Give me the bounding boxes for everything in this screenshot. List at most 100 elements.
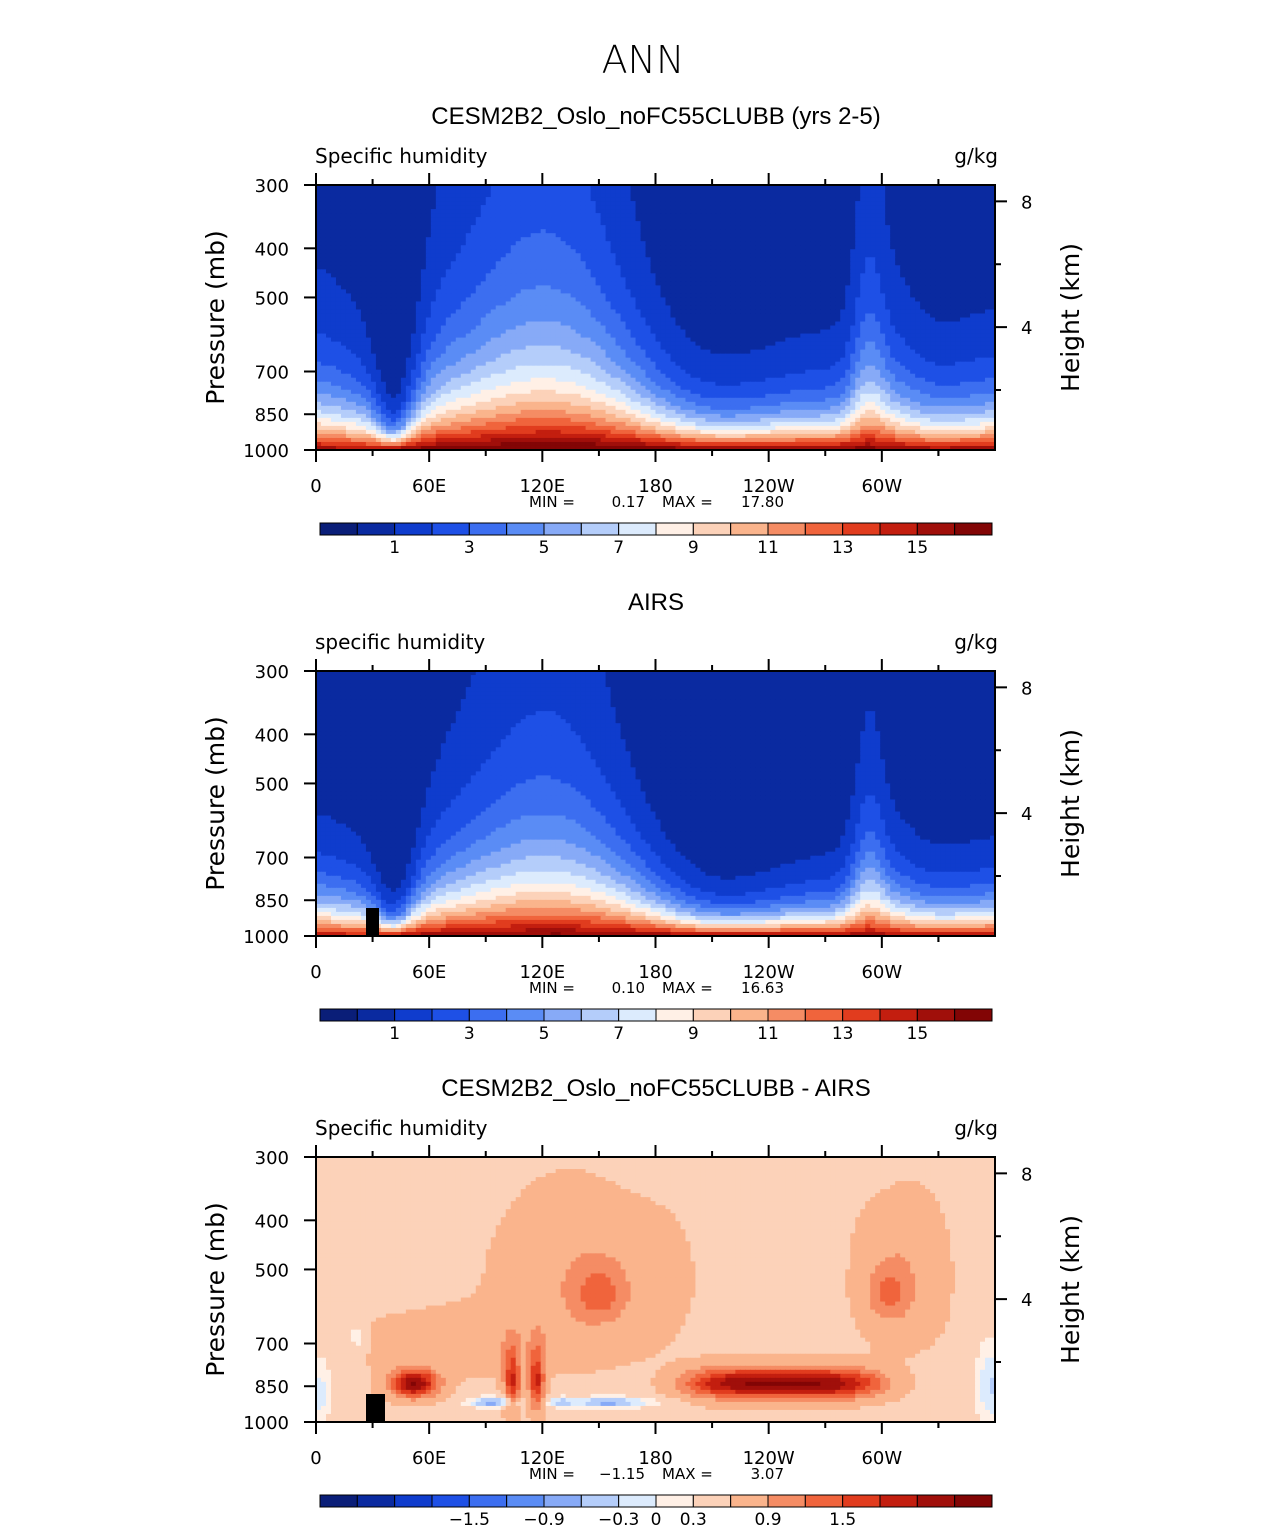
field-cell (705, 277, 711, 282)
field-cell (401, 253, 407, 258)
field-cell (865, 301, 871, 306)
field-cell (880, 225, 886, 230)
field-cell (571, 277, 577, 282)
field-cell (651, 301, 657, 306)
field-cell (720, 197, 726, 202)
field-cell (845, 277, 851, 282)
field-cell (476, 233, 482, 238)
field-cell (720, 229, 726, 234)
field-cell (725, 301, 731, 306)
field-cell (421, 289, 427, 294)
field-cell (785, 285, 791, 290)
field-cell (890, 269, 896, 274)
field-cell (885, 193, 891, 198)
field-cell (975, 269, 981, 274)
field-cell (571, 322, 577, 327)
field-cell (675, 245, 681, 250)
field-cell (521, 189, 527, 194)
field-cell (486, 289, 492, 294)
field-cell (860, 293, 866, 298)
field-cell (905, 253, 911, 258)
field-cell (401, 237, 407, 242)
field-cell (670, 197, 676, 202)
field-cell (885, 305, 891, 310)
field-cell (925, 273, 931, 278)
field-cell (720, 285, 726, 290)
field-cell (910, 277, 916, 282)
field-cell (970, 297, 976, 302)
field-cell (950, 217, 956, 222)
field-cell (670, 309, 676, 314)
field-cell (321, 313, 327, 318)
field-cell (536, 193, 542, 198)
field-cell (546, 201, 552, 206)
field-cell (391, 245, 397, 250)
field-cell (506, 277, 512, 282)
field-cell (386, 217, 392, 222)
field-cell (586, 221, 592, 226)
field-cell (780, 225, 786, 230)
field-cell (326, 213, 332, 218)
field-cell (551, 309, 557, 314)
field-cell (795, 281, 801, 286)
field-cell (715, 326, 721, 331)
field-cell (680, 213, 686, 218)
field-cell (461, 217, 467, 222)
field-cell (725, 326, 731, 331)
field-cell (780, 285, 786, 290)
field-cell (441, 213, 447, 218)
field-cell (546, 322, 552, 327)
field-cell (321, 233, 327, 238)
field-cell (556, 205, 562, 210)
field-cell (725, 285, 731, 290)
field-cell (825, 213, 831, 218)
field-cell (925, 313, 931, 318)
field-cell (675, 205, 681, 210)
field-cell (870, 253, 876, 258)
field-cell (476, 237, 482, 242)
field-cell (366, 217, 372, 222)
field-cell (376, 229, 382, 234)
field-cell (925, 237, 931, 242)
field-cell (371, 221, 377, 226)
field-cell (970, 326, 976, 331)
field-cell (341, 209, 347, 214)
field-cell (621, 297, 627, 302)
field-cell (401, 241, 407, 246)
field-cell (790, 189, 796, 194)
field-cell (536, 285, 542, 290)
field-cell (810, 237, 816, 242)
field-cell (875, 237, 881, 242)
field-cell (795, 209, 801, 214)
field-cell (566, 225, 572, 230)
field-cell (920, 197, 926, 202)
field-cell (790, 281, 796, 286)
field-cell (351, 189, 357, 194)
field-cell (481, 233, 487, 238)
field-cell (755, 318, 761, 323)
field-cell (935, 205, 941, 210)
field-cell (376, 249, 382, 254)
field-cell (820, 257, 826, 262)
field-cell (970, 293, 976, 298)
field-cell (401, 289, 407, 294)
field-cell (371, 277, 377, 282)
field-cell (621, 326, 627, 331)
field-cell (960, 201, 966, 206)
field-cell (356, 277, 362, 282)
field-cell (411, 253, 417, 258)
field-cell (785, 213, 791, 218)
field-cell (790, 318, 796, 323)
field-cell (421, 301, 427, 306)
field-cell (456, 322, 462, 327)
field-cell (775, 205, 781, 210)
field-cell (646, 213, 652, 218)
field-cell (870, 326, 876, 331)
field-cell (745, 217, 751, 222)
field-cell (451, 289, 457, 294)
field-cell (521, 217, 527, 222)
field-cell (391, 318, 397, 323)
field-cell (461, 322, 467, 327)
field-cell (925, 213, 931, 218)
field-cell (421, 213, 427, 218)
